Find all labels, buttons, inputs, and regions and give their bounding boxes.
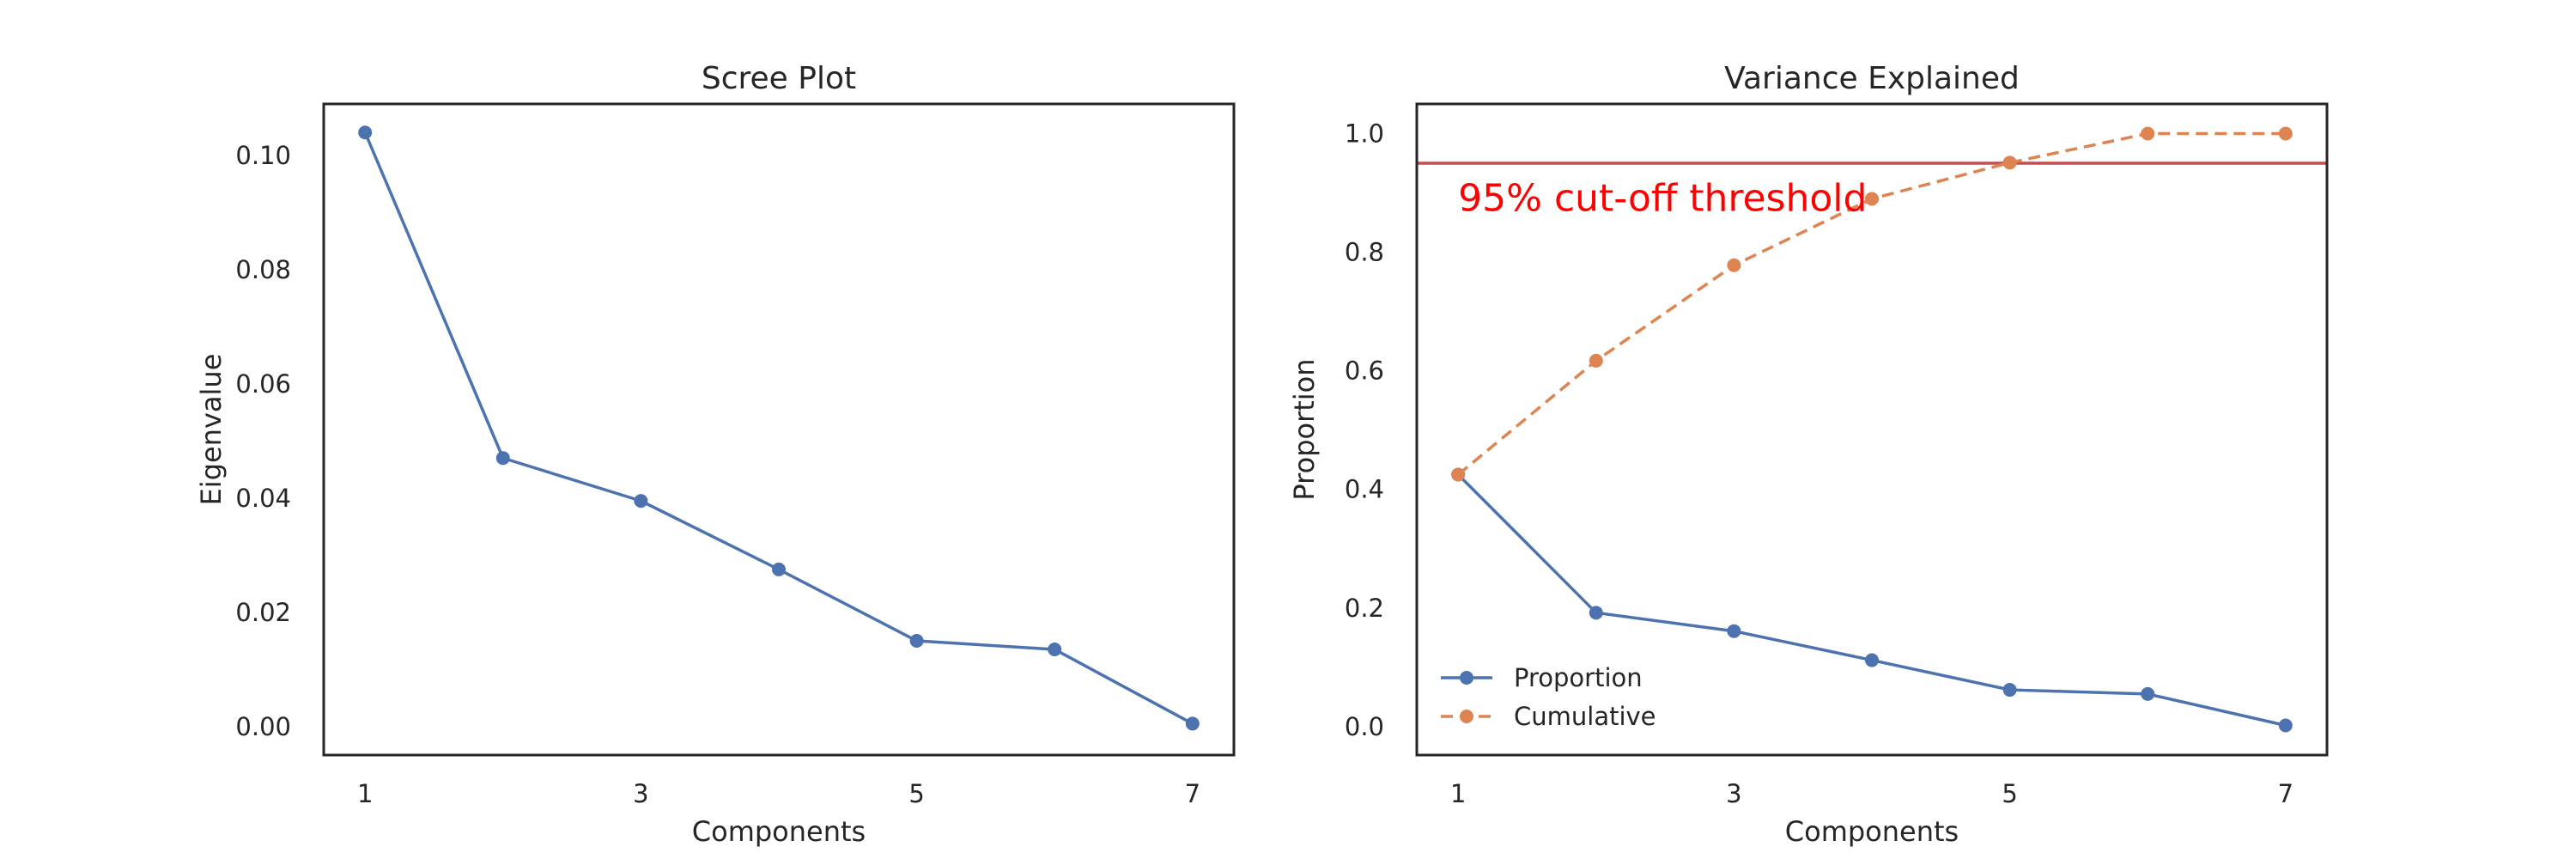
data-point <box>772 562 786 576</box>
cumulative-data-point <box>2002 155 2017 170</box>
y-tick-label: 0.10 <box>235 141 291 170</box>
proportion-data-point <box>1589 606 1603 620</box>
y-tick-label: 1.0 <box>1345 119 1384 149</box>
data-point <box>358 125 373 140</box>
x-tick-label: 7 <box>2278 779 2293 808</box>
proportion-data-point <box>2141 686 2155 701</box>
y-tick-label: 0.08 <box>235 255 291 284</box>
chart-title: Scree Plot <box>702 61 856 96</box>
proportion-data-point <box>2002 683 2017 698</box>
proportion-data-point <box>1727 624 1741 638</box>
x-tick-label: 7 <box>1185 779 1200 808</box>
x-tick-label: 1 <box>1450 779 1466 808</box>
legend-label: Proportion <box>1514 663 1643 692</box>
x-tick-label: 5 <box>2002 779 2017 808</box>
x-tick-label: 1 <box>357 779 373 808</box>
scree-plot-chart: Scree Plot 1 3 5 7 0.00 0.02 0.04 0.06 0.08 0.10 Co… <box>195 61 1236 848</box>
data-point <box>909 634 924 649</box>
y-tick-label: 0.6 <box>1345 356 1384 386</box>
x-axis-label: Components <box>692 815 866 848</box>
data-point <box>1048 642 1062 656</box>
plot-frame <box>1415 102 2329 757</box>
y-tick-label: 0.02 <box>235 598 291 627</box>
data-point <box>634 494 648 509</box>
cumulative-data-point <box>1451 467 1466 482</box>
cumulative-data-point <box>1589 353 1603 368</box>
y-tick-label: 0.0 <box>1345 712 1384 741</box>
y-axis-label: Eigenvalue <box>195 354 228 506</box>
annotation-text: 95% cut-off threshold <box>1458 176 1867 220</box>
y-tick-label: 0.00 <box>235 712 291 741</box>
y-tick-label: 0.8 <box>1345 238 1384 267</box>
legend-label: Cumulative <box>1514 702 1656 731</box>
chart-title: Variance Explained <box>1724 61 2020 96</box>
plot-frame <box>322 102 1236 757</box>
series-line <box>363 131 1194 725</box>
y-axis-label: Proportion <box>1288 358 1321 500</box>
legend-swatch-marker <box>1460 671 1473 685</box>
x-tick-label: 5 <box>908 779 924 808</box>
y-tick-label: 0.4 <box>1345 475 1384 504</box>
cumulative-data-point <box>1865 192 1879 206</box>
cumulative-data-point <box>1727 258 1741 272</box>
data-point <box>495 451 510 466</box>
data-point <box>1185 716 1200 731</box>
y-tick-label: 0.2 <box>1345 594 1384 623</box>
proportion-data-point <box>1865 653 1879 667</box>
variance-explained-chart: Variance Explained 1 3 5 7 0.0 0.2 0.4 0.6 0.8 1.0… <box>1288 61 2329 848</box>
legend-swatch-marker <box>1460 710 1473 723</box>
y-tick-label: 0.06 <box>235 369 291 399</box>
y-tick-label: 0.04 <box>235 484 291 513</box>
x-tick-label: 3 <box>633 779 648 808</box>
cumulative-data-point <box>2141 126 2155 141</box>
cumulative-data-point <box>2278 126 2293 141</box>
x-tick-label: 3 <box>1726 779 1741 808</box>
x-axis-label: Components <box>1785 815 1959 848</box>
proportion-data-point <box>2278 718 2293 733</box>
